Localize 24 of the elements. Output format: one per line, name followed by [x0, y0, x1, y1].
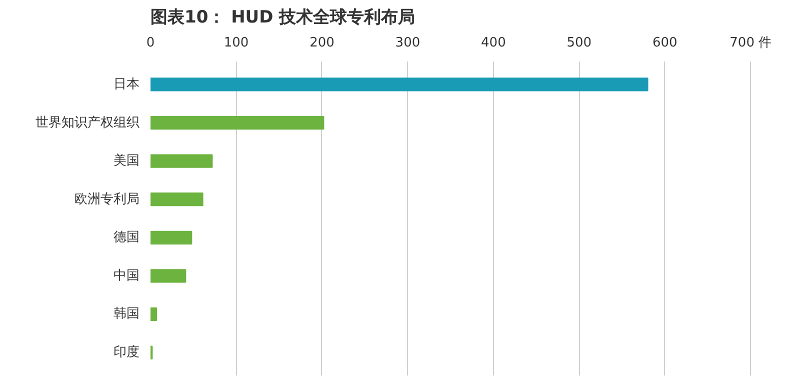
y-tick-label: 中国: [114, 268, 140, 284]
bar: [150, 269, 186, 283]
bar: [150, 192, 204, 206]
y-tick-label: 日本: [114, 76, 140, 92]
bar: [150, 307, 157, 322]
x-tick-label: 100: [224, 36, 249, 50]
y-tick-label: 世界知识产权组织: [36, 115, 140, 130]
bar: [150, 154, 213, 168]
y-tick-label: 韩国: [114, 306, 140, 322]
x-tick-label: 400: [481, 36, 506, 50]
x-tick-label: 700 件: [730, 36, 772, 50]
x-tick-label: 600: [652, 36, 678, 50]
bar: [150, 116, 324, 130]
x-tick-label: 0: [146, 36, 155, 50]
x-tick-label: 500: [566, 36, 592, 50]
chart-title: 图表10： HUD 技术全球专利布局: [150, 8, 416, 28]
bar: [150, 230, 192, 244]
bar: [150, 78, 648, 92]
x-tick-label: 200: [310, 36, 334, 50]
y-tick-label: 德国: [114, 230, 140, 246]
x-tick-label: 300: [395, 36, 420, 50]
y-tick-label: 美国: [114, 152, 140, 169]
y-tick-label: 印度: [114, 344, 140, 360]
y-tick-label: 欧洲专利局: [74, 192, 140, 207]
